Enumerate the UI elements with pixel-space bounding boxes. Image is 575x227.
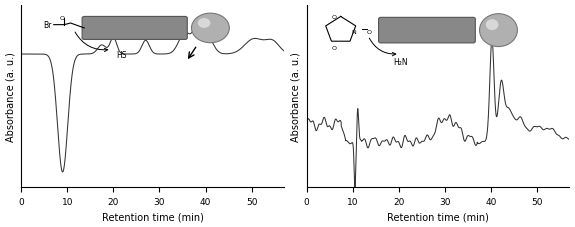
Y-axis label: Absorbance (a. u.): Absorbance (a. u.) (6, 52, 16, 141)
X-axis label: Retention time (min): Retention time (min) (102, 212, 204, 222)
Y-axis label: Absorbance (a. u.): Absorbance (a. u.) (291, 52, 301, 141)
X-axis label: Retention time (min): Retention time (min) (387, 212, 489, 222)
